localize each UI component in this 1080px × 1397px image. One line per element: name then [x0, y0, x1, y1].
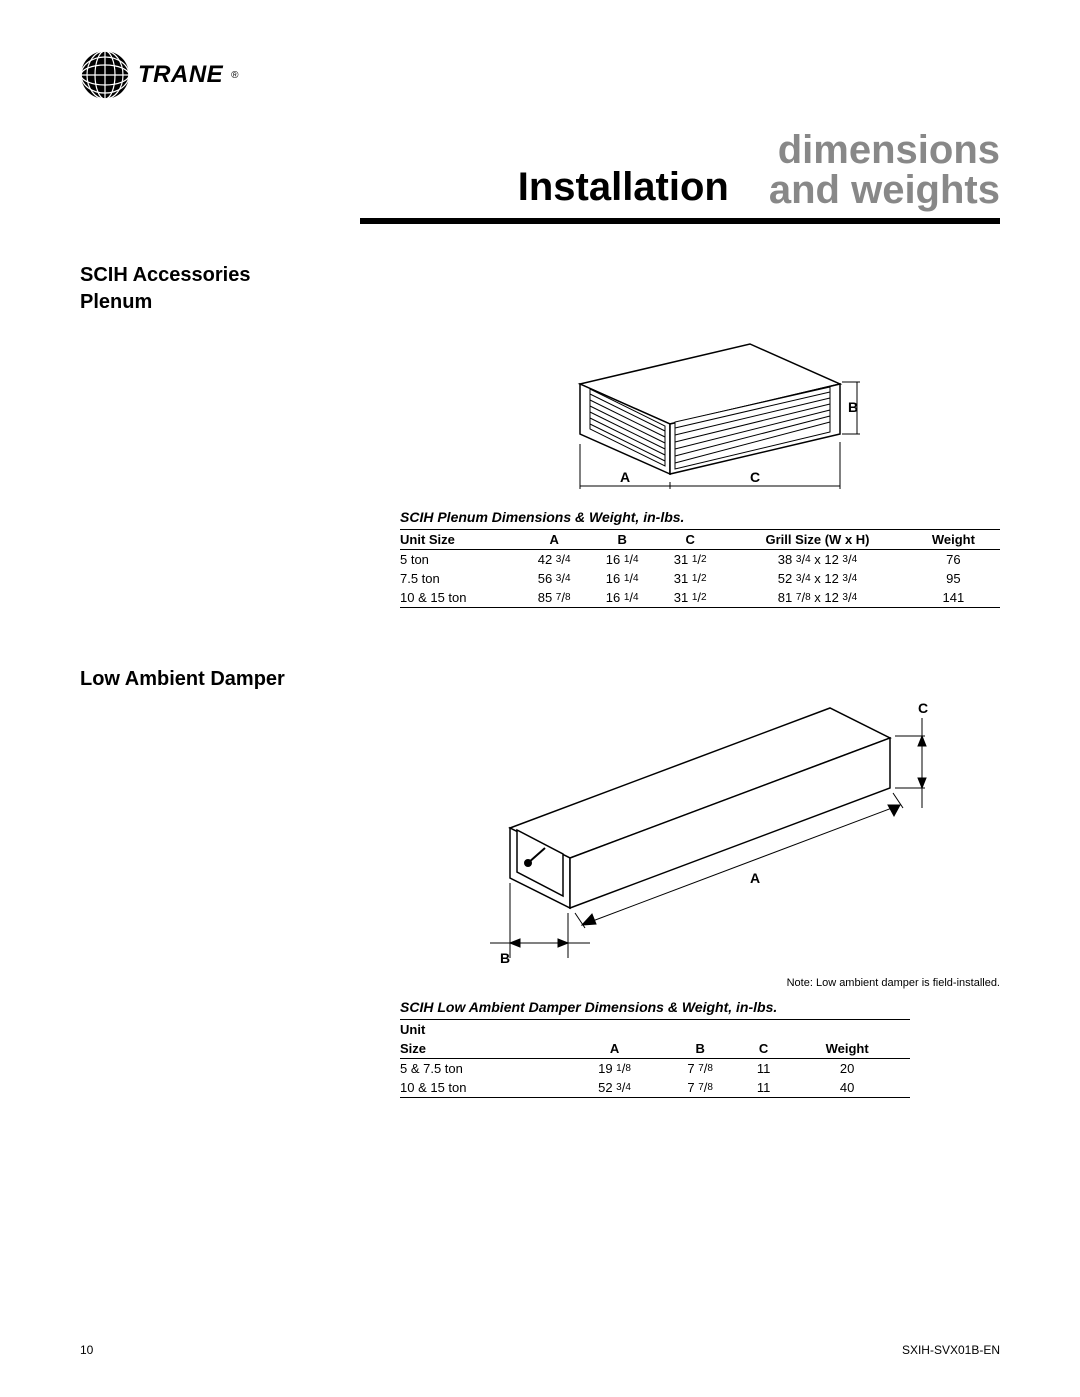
col-weight: Weight — [915, 530, 1000, 550]
title-installation: Installation — [518, 165, 729, 210]
col-b: B — [592, 530, 660, 550]
section-plenum: SCIH Accessories Plenum — [80, 264, 1000, 608]
table-row: 5 & 7.5 ton19 1/87 7/81120 — [400, 1059, 910, 1079]
col-unit: Unit Size — [400, 530, 524, 550]
section2-heading: Low Ambient Damper — [80, 668, 360, 691]
page-footer: 10 SXIH-SVX01B-EN — [80, 1343, 1000, 1357]
damper-table: Unit Size A B C Weight 5 & 7.5 ton19 1/8… — [400, 1019, 910, 1098]
title-line2: and weights — [769, 170, 1000, 210]
col-w2: Weight — [792, 1039, 910, 1059]
plenum-table: Unit Size A B C Grill Size (W x H) Weigh… — [400, 529, 1000, 608]
section2-left: Low Ambient Damper — [80, 668, 360, 1098]
table-row: 5 ton42 3/416 1/431 1/238 3/4 x 12 3/476 — [400, 550, 1000, 570]
brand-text: TRANE — [138, 61, 223, 89]
table-header-row: Unit Size A B C Grill Size (W x H) Weigh… — [400, 530, 1000, 550]
svg-text:B: B — [500, 950, 510, 966]
table-row: 10 & 15 ton52 3/47 7/81140 — [400, 1078, 910, 1098]
title-dimensions: dimensions and weights — [769, 130, 1000, 210]
section1-heading: SCIH Accessories — [80, 264, 360, 287]
damper-diagram: C A — [400, 668, 1000, 989]
page-number: 10 — [80, 1343, 93, 1357]
section-damper: Low Ambient Damper — [80, 668, 1000, 1098]
brand-logo: TRANE ® — [80, 50, 1000, 100]
trademark-icon: ® — [231, 70, 238, 81]
col-b2: B — [666, 1039, 743, 1059]
section1-left: SCIH Accessories Plenum — [80, 264, 360, 608]
svg-text:C: C — [918, 700, 928, 716]
svg-text:A: A — [750, 870, 760, 886]
page: TRANE ® Installation dimensions and weig… — [0, 0, 1080, 1397]
col-size: Size — [400, 1039, 572, 1059]
section1-sub: Plenum — [80, 291, 360, 314]
section1-right: A B C SCIH Plenum Dimensions & Weight, i… — [400, 264, 1000, 608]
page-header: Installation dimensions and weights — [80, 130, 1000, 210]
section2-right: C A — [400, 668, 1000, 1098]
col-c2: C — [743, 1039, 792, 1059]
damper-svg: C A — [450, 668, 950, 968]
header-rule — [360, 218, 1000, 224]
table1-title: SCIH Plenum Dimensions & Weight, in-lbs. — [400, 509, 1000, 525]
table2-title: SCIH Low Ambient Damper Dimensions & Wei… — [400, 999, 1000, 1015]
table-header-row: Unit — [400, 1020, 910, 1040]
table-row: 10 & 15 ton85 7/816 1/431 1/281 7/8 x 12… — [400, 588, 1000, 608]
table-row: 7.5 ton56 3/416 1/431 1/252 3/4 x 12 3/4… — [400, 569, 1000, 588]
dim-c: C — [750, 469, 760, 485]
dim-b: B — [848, 399, 858, 415]
col-c: C — [660, 530, 728, 550]
col-a: A — [524, 530, 592, 550]
col-unit-l1: Unit — [400, 1020, 572, 1040]
doc-id: SXIH-SVX01B-EN — [902, 1343, 1000, 1357]
col-grill: Grill Size (W x H) — [728, 530, 915, 550]
globe-icon — [80, 50, 130, 100]
damper-note: Note: Low ambient damper is field-instal… — [400, 977, 1000, 989]
title-line1: dimensions — [769, 130, 1000, 170]
dim-a: A — [620, 469, 630, 485]
plenum-svg: A B C — [520, 264, 880, 494]
col-a2: A — [572, 1039, 666, 1059]
plenum-diagram: A B C — [400, 264, 1000, 499]
table-header-row: Size A B C Weight — [400, 1039, 910, 1059]
